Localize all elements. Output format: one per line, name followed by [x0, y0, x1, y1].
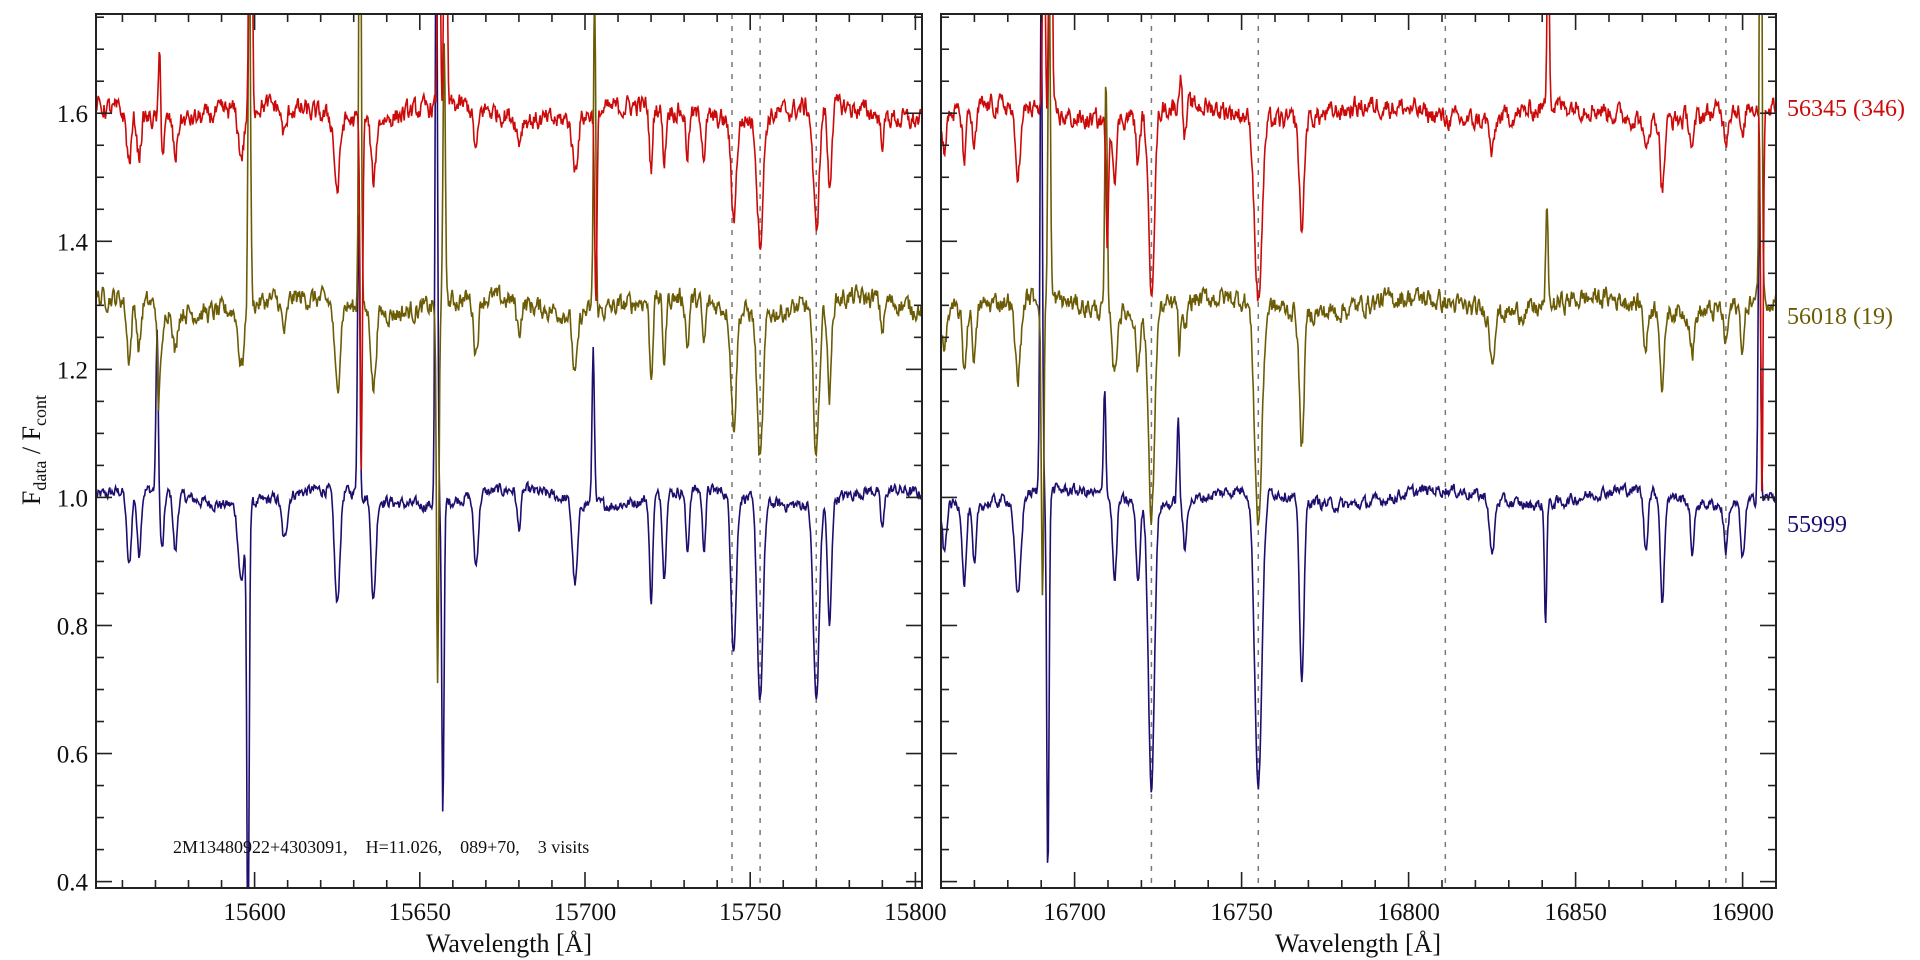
x-tick-label: 15750 — [719, 899, 782, 926]
spectrum-line-55999 — [941, 14, 1776, 863]
series-label-55999: 55999 — [1787, 512, 1847, 538]
y-tick-label: 1.2 — [57, 357, 88, 384]
spectrum-line-56018 — [941, 14, 1776, 596]
spectrum-line-56345 — [96, 14, 922, 470]
left-panel: 15600 15650 15700 15750 15800 0.4 0.6 0.8 1.0 1.2… — [57, 13, 947, 926]
x-tick-label: 15650 — [389, 899, 452, 926]
spectrum-line-56018 — [96, 14, 922, 684]
axes-frame — [95, 13, 923, 889]
star-info-annotation: 2M13480922+4303091, H=11.026, 089+70, 3 … — [173, 837, 589, 857]
x-tick-label: 16800 — [1377, 899, 1440, 926]
x-axis-title-left: Wavelength [Å] — [426, 929, 592, 958]
y-axis-title: Fdata / Fcont — [17, 395, 50, 505]
series-label-56345: 56345 (346) — [1787, 96, 1905, 122]
x-tick-label: 16700 — [1043, 899, 1106, 926]
y-tick-label: 1.6 — [57, 101, 88, 128]
x-tick-label: 15700 — [554, 899, 617, 926]
x-tick-label: 16850 — [1544, 899, 1607, 926]
x-tick-label: 16900 — [1711, 899, 1774, 926]
y-tick-label: 1.0 — [57, 485, 88, 512]
x-axis-title-right: Wavelength [Å] — [1275, 929, 1441, 958]
right-panel: 16700 16750 16800 16850 16900 — [940, 13, 1777, 926]
y-tick-label: 0.4 — [57, 870, 89, 897]
series-label-56018: 56018 (19) — [1787, 304, 1893, 330]
y-tick-label: 0.6 — [57, 742, 88, 769]
spectrum-line-56345 — [941, 14, 1776, 492]
y-tick-label: 1.4 — [57, 229, 89, 256]
x-tick-label: 16750 — [1210, 899, 1273, 926]
x-tick-label: 15800 — [884, 899, 947, 926]
y-tick-label: 0.8 — [57, 613, 88, 640]
axes-frame — [940, 13, 1777, 889]
spectrum-line-55999 — [96, 14, 922, 888]
x-tick-label: 15600 — [223, 899, 286, 926]
